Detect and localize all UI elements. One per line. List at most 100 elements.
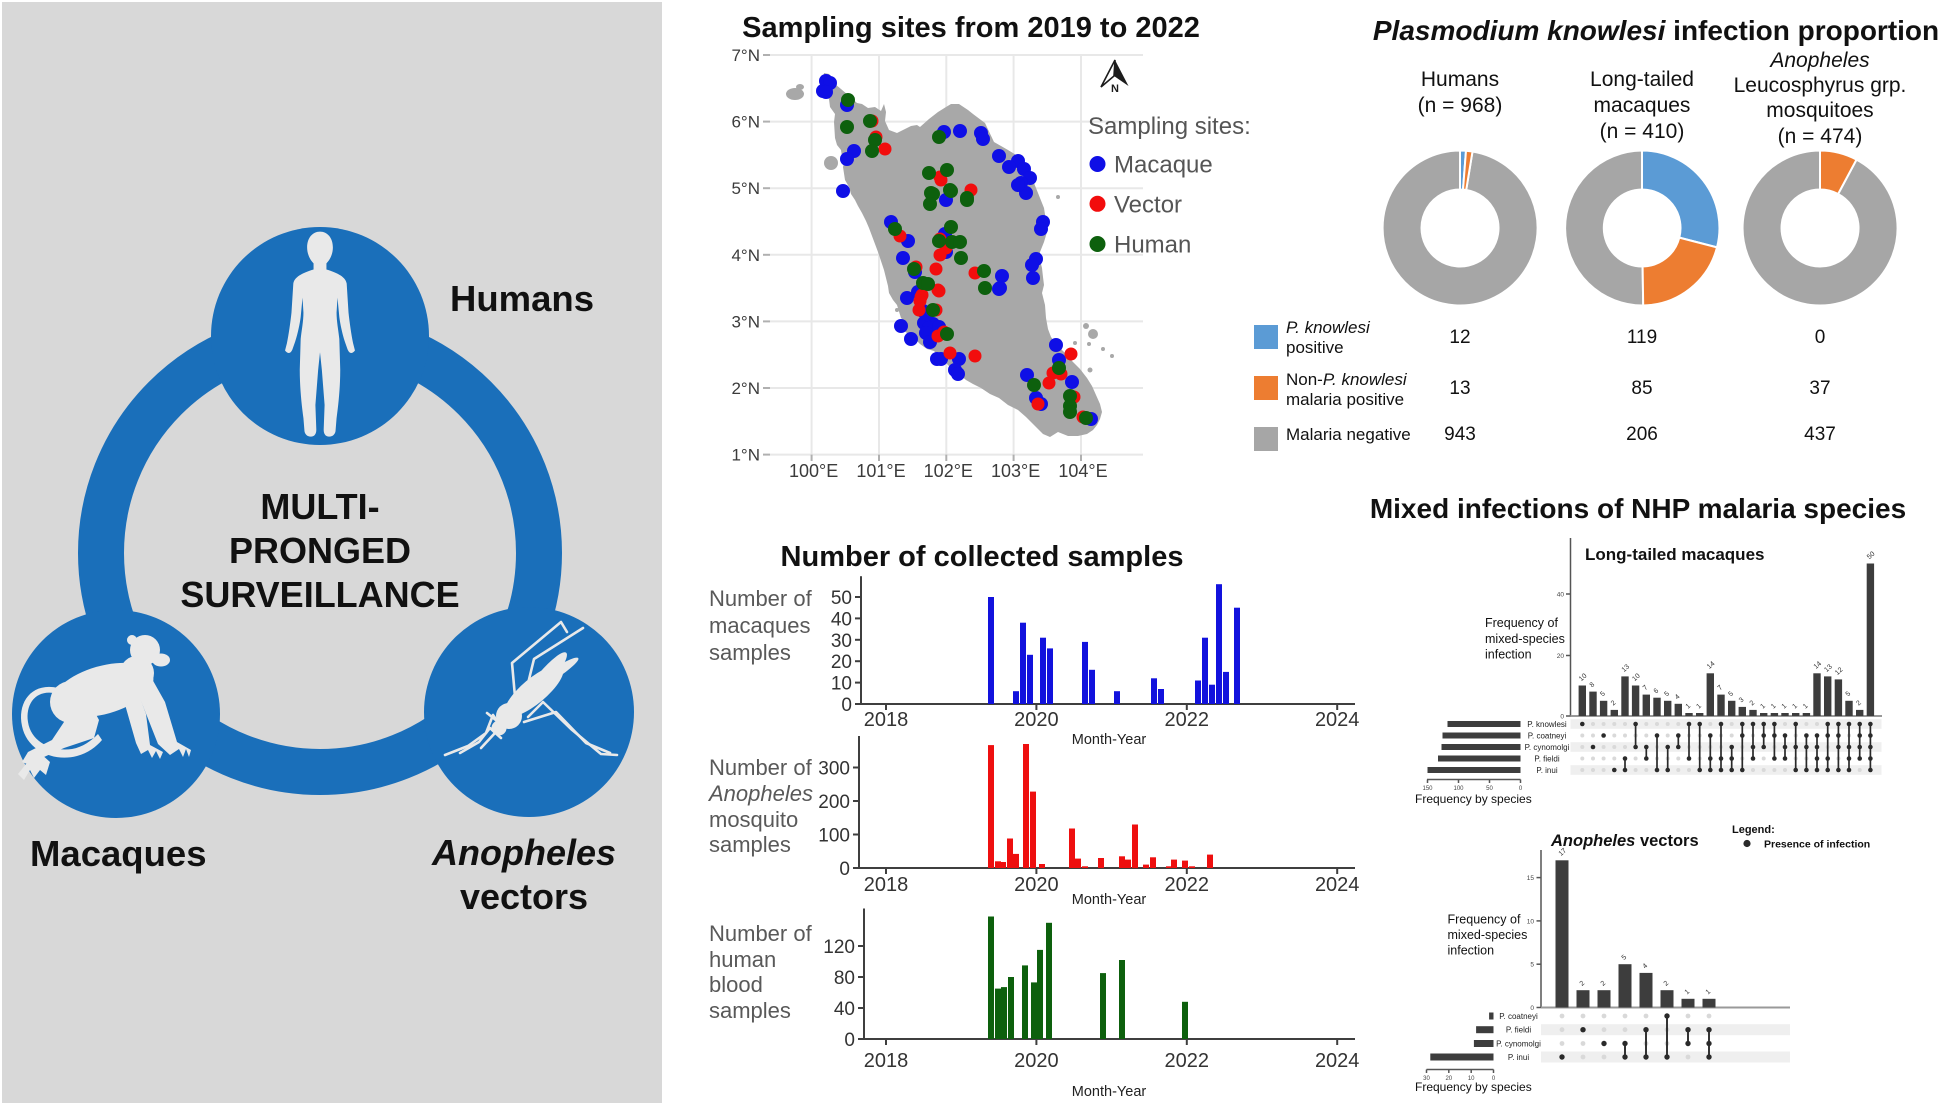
svg-text:Number of collected samples: Number of collected samples: [781, 541, 1184, 573]
svg-text:2024: 2024: [1315, 874, 1360, 896]
svg-text:7: 7: [1642, 684, 1650, 692]
svg-text:Plasmodium knowlesi infection: Plasmodium knowlesi infection proportion: [1373, 15, 1939, 46]
svg-text:1: 1: [1705, 988, 1713, 996]
svg-text:206: 206: [1626, 424, 1658, 445]
svg-text:Humans: Humans: [450, 278, 594, 319]
svg-text:Frequency of: Frequency of: [1448, 913, 1521, 927]
svg-text:12: 12: [1834, 666, 1845, 676]
svg-text:Frequency by species: Frequency by species: [1415, 792, 1532, 806]
svg-text:10: 10: [1631, 673, 1642, 683]
svg-text:mixed-species: mixed-species: [1485, 632, 1565, 646]
svg-text:1°N: 1°N: [731, 446, 760, 465]
svg-text:Presence of infection: Presence of infection: [1764, 839, 1870, 851]
svg-text:100: 100: [818, 826, 850, 847]
svg-text:Macaques: Macaques: [30, 833, 207, 874]
svg-text:4: 4: [1642, 963, 1650, 971]
svg-text:14: 14: [1706, 660, 1717, 670]
svg-text:Anopheles vectors: Anopheles vectors: [1550, 832, 1699, 850]
svg-text:Frequency by species: Frequency by species: [1415, 1080, 1532, 1094]
svg-text:4°N: 4°N: [731, 246, 760, 265]
svg-text:5: 5: [1530, 962, 1534, 969]
svg-text:30: 30: [831, 631, 852, 652]
svg-text:Sampling sites from 2019 to 20: Sampling sites from 2019 to 2022: [742, 12, 1200, 44]
svg-text:P. coatneyi: P. coatneyi: [1528, 732, 1567, 741]
svg-text:vectors: vectors: [460, 876, 588, 917]
svg-text:P. inui: P. inui: [1536, 766, 1557, 775]
svg-text:13: 13: [1621, 663, 1632, 673]
svg-text:20: 20: [831, 652, 852, 673]
svg-text:2022: 2022: [1165, 1050, 1210, 1072]
svg-text:80: 80: [834, 968, 855, 989]
svg-text:0: 0: [1530, 1005, 1534, 1012]
svg-text:Long-tailed: Long-tailed: [1590, 68, 1694, 91]
svg-text:Anopheles: Anopheles: [431, 832, 616, 873]
svg-text:SURVEILLANCE: SURVEILLANCE: [180, 574, 459, 615]
svg-text:macaques: macaques: [709, 613, 811, 638]
svg-text:2024: 2024: [1315, 1050, 1360, 1072]
svg-text:6: 6: [1653, 687, 1661, 695]
svg-text:5: 5: [1663, 690, 1671, 698]
svg-text:10: 10: [1527, 918, 1535, 925]
svg-text:4: 4: [1674, 693, 1682, 701]
svg-text:Month-Year: Month-Year: [1072, 1084, 1147, 1100]
svg-text:2022: 2022: [1165, 709, 1210, 731]
svg-text:2: 2: [1855, 700, 1863, 708]
svg-text:30: 30: [1423, 1076, 1430, 1082]
svg-text:1: 1: [1770, 703, 1778, 711]
svg-text:mosquito: mosquito: [709, 807, 798, 832]
svg-text:150: 150: [1422, 786, 1433, 792]
svg-text:Human: Human: [1114, 232, 1191, 259]
svg-text:20: 20: [1557, 653, 1565, 660]
svg-text:13: 13: [1449, 378, 1470, 399]
svg-text:Number of: Number of: [709, 921, 813, 946]
svg-text:20: 20: [1445, 1076, 1452, 1082]
svg-text:Humans: Humans: [1421, 68, 1499, 91]
svg-text:14: 14: [1813, 660, 1824, 670]
svg-text:40: 40: [831, 609, 852, 630]
svg-text:Macaque: Macaque: [1114, 152, 1213, 179]
svg-text:7°N: 7°N: [731, 46, 760, 65]
svg-text:P. cynomolgi: P. cynomolgi: [1496, 1040, 1541, 1049]
svg-text:104°E: 104°E: [1058, 461, 1107, 481]
svg-text:437: 437: [1804, 424, 1836, 445]
svg-text:Malaria negative: Malaria negative: [1286, 425, 1411, 444]
svg-text:17: 17: [1558, 847, 1569, 857]
svg-text:Anopheles: Anopheles: [707, 781, 813, 806]
svg-text:positive: positive: [1286, 338, 1344, 357]
svg-text:101°E: 101°E: [856, 461, 905, 481]
svg-text:macaques: macaques: [1594, 94, 1691, 117]
svg-text:2020: 2020: [1014, 709, 1059, 731]
svg-text:50: 50: [1486, 786, 1493, 792]
svg-text:50: 50: [1866, 551, 1877, 561]
svg-text:100°E: 100°E: [789, 461, 838, 481]
svg-text:1: 1: [1685, 703, 1693, 711]
svg-text:5: 5: [1845, 690, 1853, 698]
svg-text:0: 0: [844, 1030, 855, 1051]
svg-text:P. fieldi: P. fieldi: [1506, 1026, 1531, 1035]
svg-text:human: human: [709, 947, 776, 972]
svg-text:0: 0: [839, 859, 850, 880]
svg-text:Vector: Vector: [1114, 191, 1182, 218]
svg-text:0: 0: [1492, 1076, 1496, 1082]
svg-text:1: 1: [1759, 703, 1767, 711]
svg-text:8: 8: [1589, 681, 1597, 689]
svg-text:5: 5: [1727, 690, 1735, 698]
svg-text:malaria positive: malaria positive: [1286, 390, 1404, 409]
svg-text:15: 15: [1527, 875, 1535, 882]
svg-text:mosquitoes: mosquitoes: [1766, 99, 1873, 122]
svg-text:Legend:: Legend:: [1732, 824, 1775, 836]
svg-text:Non-P. knowlesi: Non-P. knowlesi: [1286, 370, 1408, 389]
svg-text:40: 40: [1557, 592, 1565, 599]
svg-text:(n = 968): (n = 968): [1418, 94, 1503, 117]
svg-text:P. knowlesi: P. knowlesi: [1286, 318, 1371, 337]
svg-text:120: 120: [823, 937, 855, 958]
svg-text:P. coatneyi: P. coatneyi: [1499, 1012, 1538, 1021]
svg-text:1: 1: [1684, 988, 1692, 996]
svg-text:1: 1: [1695, 703, 1703, 711]
svg-text:13: 13: [1823, 663, 1834, 673]
svg-text:40: 40: [834, 999, 855, 1020]
svg-text:2: 2: [1749, 700, 1757, 708]
svg-text:(n = 474): (n = 474): [1778, 125, 1863, 148]
svg-text:1: 1: [1802, 703, 1810, 711]
svg-text:Number of: Number of: [709, 586, 813, 611]
